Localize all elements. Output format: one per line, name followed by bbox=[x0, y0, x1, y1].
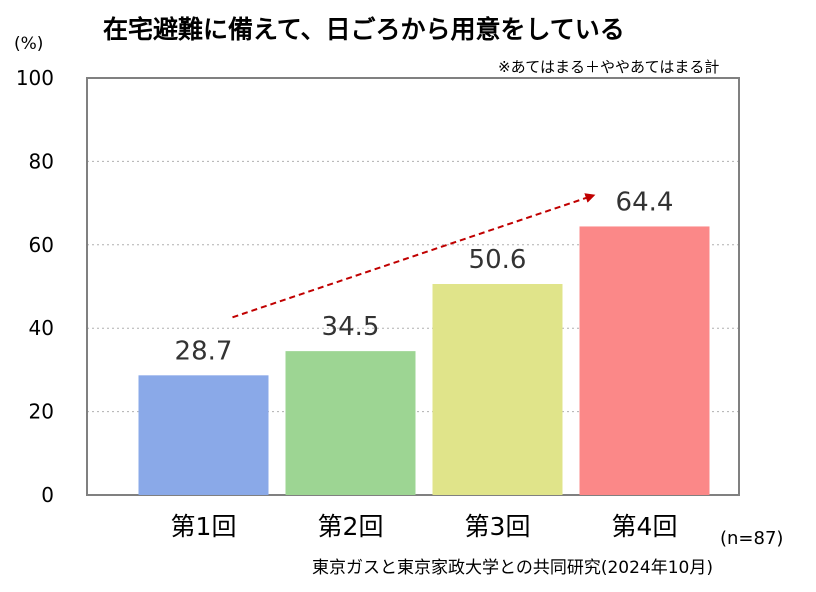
data-labels: 28.7 34.5 50.6 64.4 bbox=[175, 187, 674, 366]
bars bbox=[138, 226, 710, 495]
bar bbox=[432, 283, 563, 495]
category-label: 第3回 bbox=[465, 512, 531, 541]
data-label: 50.6 bbox=[469, 245, 527, 275]
source-note: 東京ガスと東京家政大学との共同研究(2024年10月) bbox=[312, 558, 713, 578]
bar bbox=[285, 351, 416, 495]
bar bbox=[579, 226, 710, 495]
data-label: 64.4 bbox=[616, 187, 674, 217]
category-label: 第1回 bbox=[171, 512, 237, 541]
bar bbox=[138, 375, 269, 495]
y-tick-label: 20 bbox=[29, 400, 54, 424]
y-axis-ticks: 0 20 40 60 80 100 bbox=[16, 66, 54, 507]
data-label: 28.7 bbox=[175, 336, 233, 366]
trend-arrow bbox=[232, 193, 596, 319]
y-axis-unit: (%) bbox=[14, 34, 44, 54]
y-tick-label: 80 bbox=[29, 149, 54, 173]
y-tick-label: 100 bbox=[16, 66, 54, 90]
chart-title: 在宅避難に備えて、日ごろから用意をしている bbox=[103, 15, 625, 44]
chart-note: ※あてはまる＋ややあてはまる計 bbox=[498, 58, 720, 76]
category-labels: 第1回 第2回 第3回 第4回 bbox=[171, 512, 678, 541]
category-label: 第2回 bbox=[318, 512, 384, 541]
sample-size-note: (n=87) bbox=[720, 528, 784, 549]
data-label: 34.5 bbox=[322, 312, 380, 342]
y-tick-label: 0 bbox=[41, 483, 54, 507]
y-tick-label: 40 bbox=[29, 316, 54, 340]
y-tick-label: 60 bbox=[29, 233, 54, 257]
category-label: 第4回 bbox=[612, 512, 678, 541]
